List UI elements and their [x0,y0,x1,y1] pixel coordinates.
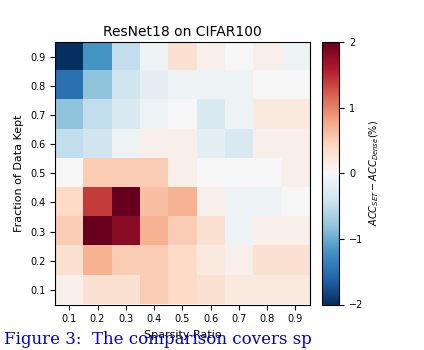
Y-axis label: $ACC_{SET} - ACC_{Dense}(\%)$: $ACC_{SET} - ACC_{Dense}(\%)$ [368,120,381,226]
Title: ResNet18 on CIFAR100: ResNet18 on CIFAR100 [103,26,262,40]
X-axis label: Sparsity Ratio: Sparsity Ratio [143,330,221,340]
Y-axis label: Fraction of Data Kept: Fraction of Data Kept [14,114,25,232]
Text: Figure 3:  The comparison covers sp: Figure 3: The comparison covers sp [4,331,312,348]
